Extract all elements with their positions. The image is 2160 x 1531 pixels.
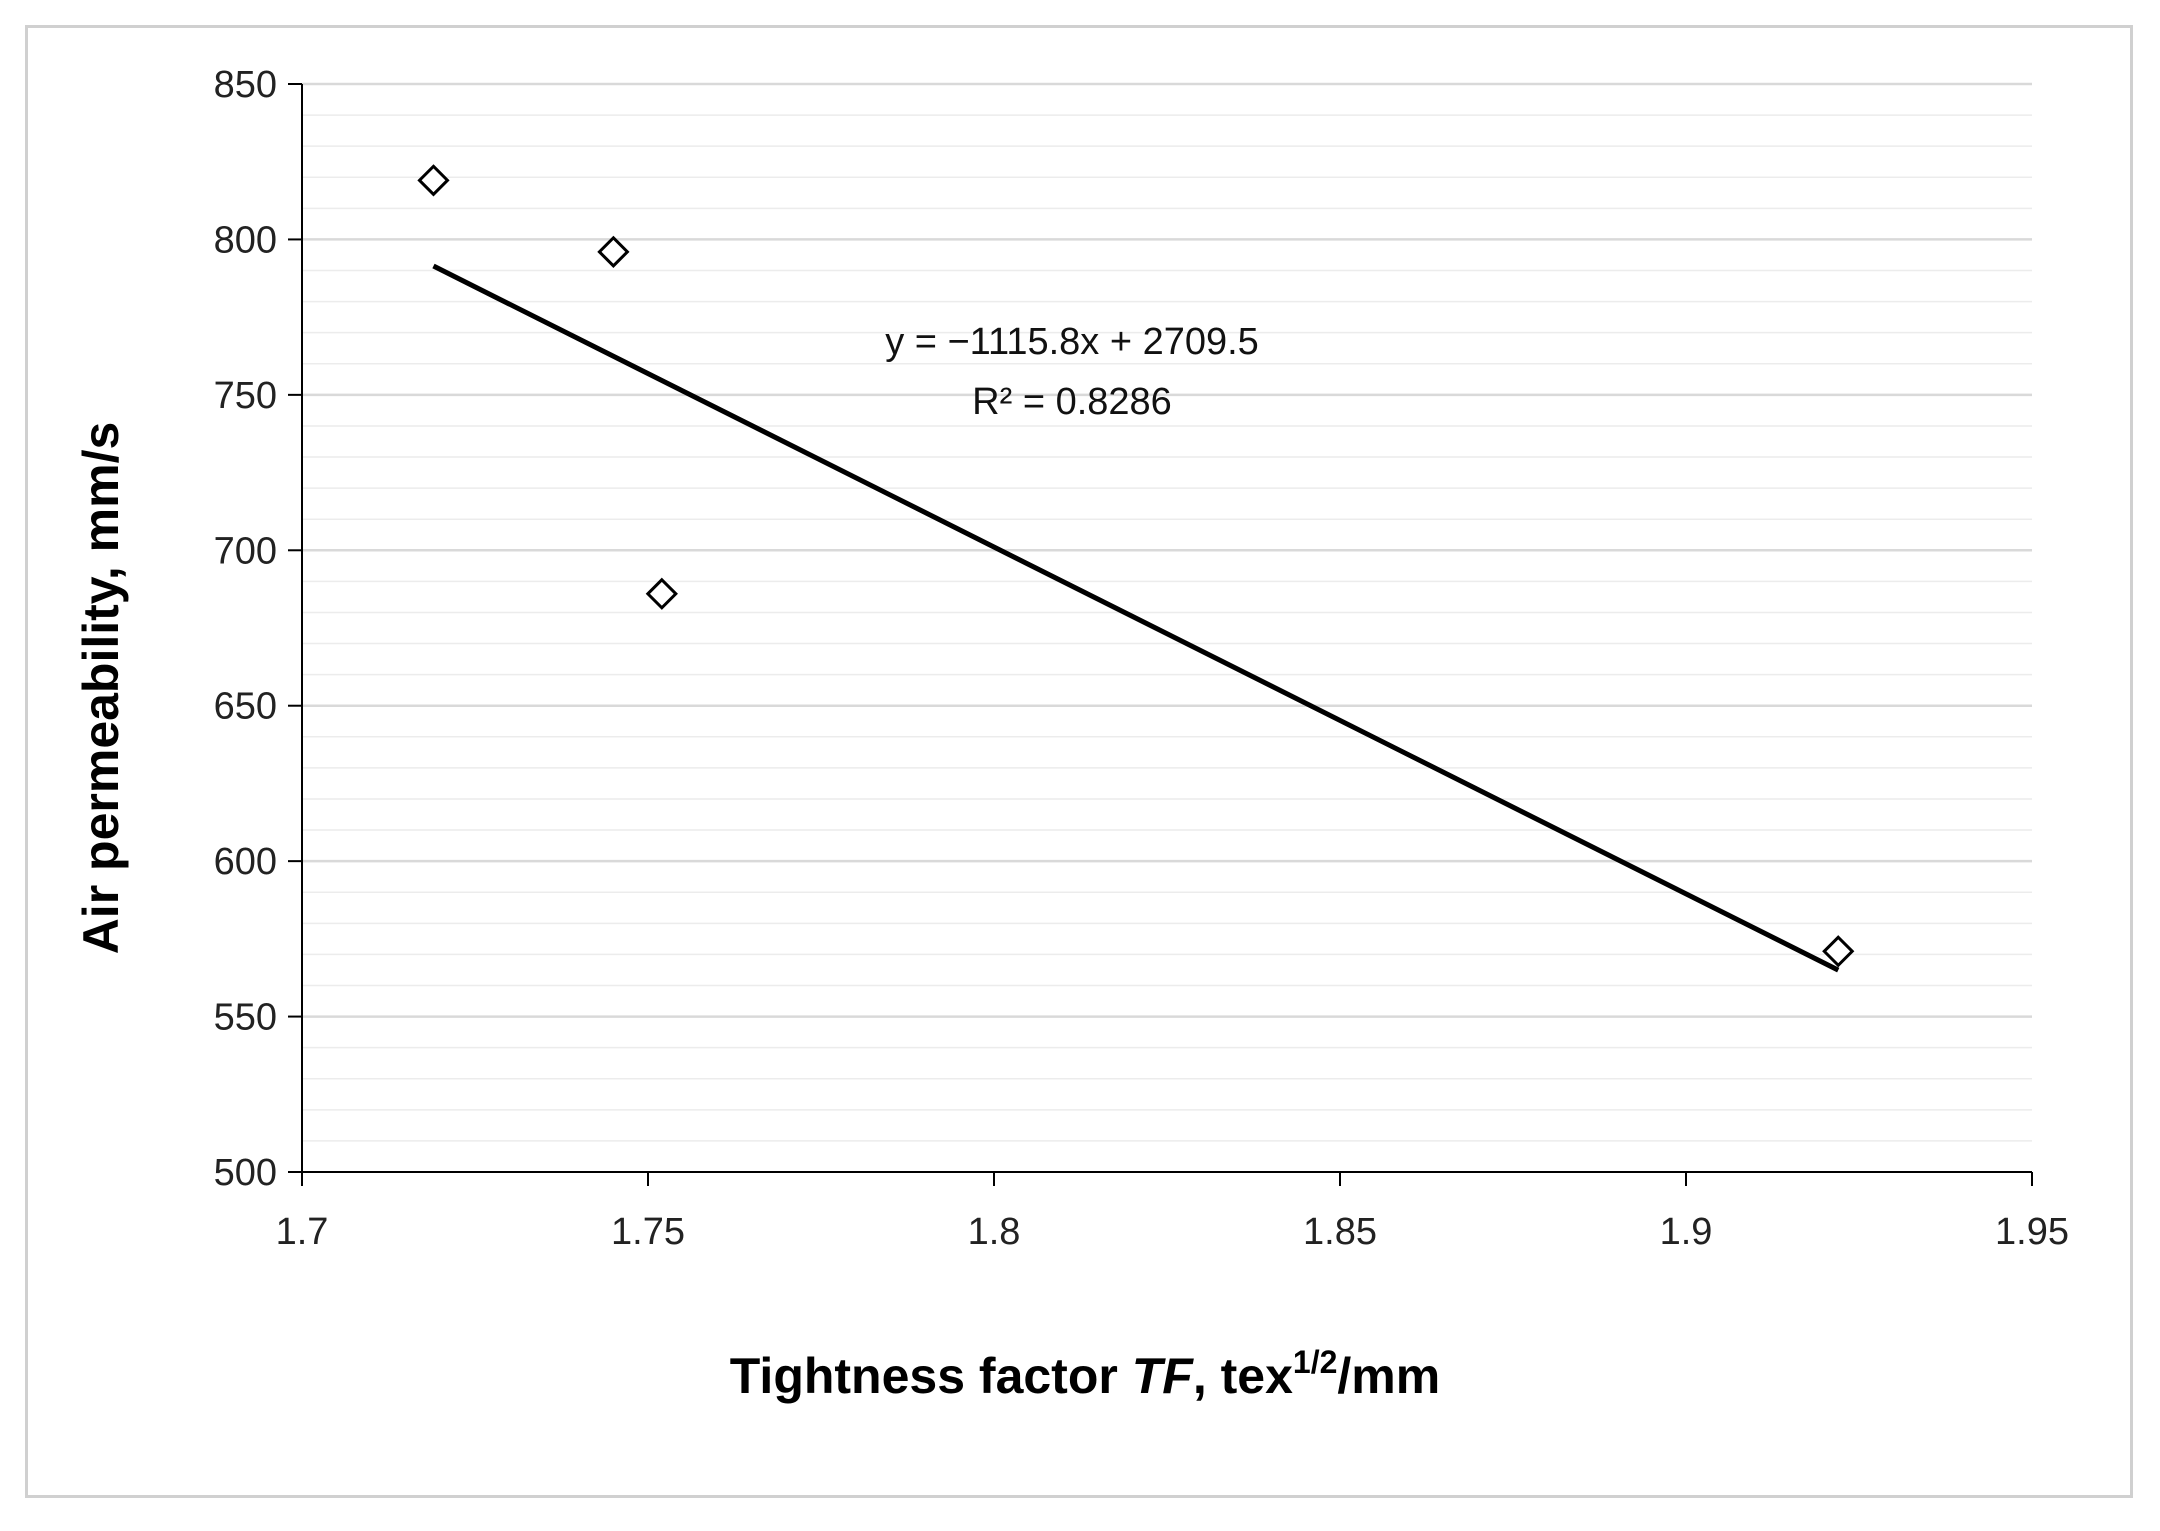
x-tick-label: 1.85 <box>1303 1211 1377 1253</box>
x-tick-label: 1.8 <box>968 1211 1021 1253</box>
data-point <box>417 164 450 197</box>
data-point <box>645 577 678 610</box>
x-axis-title-superscript: 1/2 <box>1293 1344 1337 1380</box>
axes <box>288 83 2033 1186</box>
y-tick-label: 650 <box>214 686 277 728</box>
y-tick-label: 550 <box>214 997 277 1039</box>
x-tick-label: 1.7 <box>276 1211 329 1253</box>
x-axis-title-unit: , tex <box>1193 1348 1293 1404</box>
y-tick-label: 700 <box>214 530 277 572</box>
trendline-group <box>432 263 1840 973</box>
trendline-r-squared: R² = 0.8286 <box>972 381 1172 423</box>
x-tick-label: 1.75 <box>611 1211 685 1253</box>
tick-labels: 500 550 600 650 700 750 800 850 1.7 1.75 1.8 1.85 1.… <box>214 64 2069 1253</box>
y-tick-label: 600 <box>214 841 277 883</box>
trendline-equation: y = −1115.8x + 2709.5 <box>885 321 1259 363</box>
x-tick-label: 1.95 <box>1995 1211 2069 1253</box>
data-point <box>597 235 630 268</box>
data-point <box>1822 935 1855 968</box>
grid <box>302 82 2032 1142</box>
y-tick-label: 500 <box>214 1152 277 1194</box>
y-tick-label: 800 <box>214 219 277 261</box>
x-axis-title-text: Tightness factor <box>730 1348 1132 1404</box>
x-axis-title-italic: TF <box>1132 1348 1195 1404</box>
x-axis-title-unit-tail: /mm <box>1337 1348 1440 1404</box>
data-points <box>417 164 1855 968</box>
trendline <box>432 263 1840 973</box>
y-axis-title: Air permeability, mm/s <box>73 422 129 955</box>
x-tick-label: 1.9 <box>1660 1211 1713 1253</box>
x-axis-title: Tightness factor TF, tex1/2/mm <box>730 1344 1440 1404</box>
y-tick-label: 850 <box>214 64 277 106</box>
y-tick-label: 750 <box>214 375 277 417</box>
